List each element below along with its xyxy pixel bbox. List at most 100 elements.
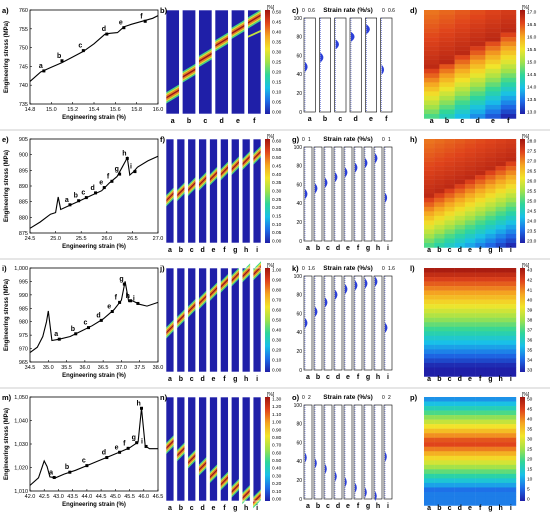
map-cell (444, 299, 455, 305)
map-cell (454, 28, 471, 33)
band-segment (253, 149, 261, 159)
rate-peak-d (335, 471, 337, 482)
map-cell (444, 238, 455, 244)
map-cell (470, 100, 486, 106)
map-cell (454, 224, 466, 230)
map-cell (454, 281, 466, 287)
map-cell (470, 28, 486, 33)
map-cell (495, 220, 506, 226)
map-cell (485, 286, 496, 291)
map-cell (454, 220, 466, 226)
y-axis-title: Engineering stress (MPa) (4, 408, 10, 480)
column-label-b: b (437, 247, 441, 254)
map-cell (454, 188, 466, 194)
band-segment (231, 162, 240, 173)
map-cell (505, 238, 517, 244)
column-label-c: c (326, 374, 330, 381)
map-cell (454, 179, 466, 185)
colorbar-unit: [%] (267, 134, 275, 140)
map-cell (454, 95, 471, 101)
band-segment (247, 17, 261, 28)
point-marker-d (105, 32, 109, 36)
column-label-d: d (200, 505, 204, 512)
map-cell (424, 455, 435, 461)
map-cell (505, 335, 517, 341)
map-cell (485, 299, 496, 305)
map-cell (444, 482, 455, 488)
map-cell (424, 299, 435, 305)
map-cell (475, 446, 486, 452)
map-cell (424, 59, 440, 65)
map-cell (495, 313, 506, 318)
map-cell (475, 433, 486, 438)
map-cell (454, 358, 466, 364)
map-cell (434, 224, 445, 230)
column-label-g: g (233, 247, 237, 254)
map-cell (444, 491, 455, 497)
rate-peak-c (325, 463, 327, 474)
map-cell (475, 317, 486, 323)
band-segment (166, 329, 174, 339)
map-cell (454, 482, 466, 488)
colorbar-tick: 14.0 (527, 85, 537, 91)
map-cell (434, 433, 445, 438)
rate-scale-max: 0.6 (308, 8, 315, 14)
band-segment (198, 296, 207, 307)
map-cell (434, 299, 445, 305)
panel-label: m) (2, 393, 12, 402)
column-frame (252, 138, 262, 244)
band-segment (182, 73, 196, 83)
point-label-i: i (130, 164, 132, 171)
map-cell (454, 501, 466, 506)
map-cell (485, 73, 501, 79)
column-label-g: g (233, 376, 237, 383)
map-cell (454, 211, 466, 217)
map-cell (434, 487, 445, 493)
band-segment (231, 21, 245, 32)
band-segment (242, 155, 251, 166)
map-cell (505, 358, 517, 364)
plot-frame (29, 9, 159, 105)
x-tick-label: 44.0 (82, 494, 93, 500)
column-frame (198, 396, 207, 502)
map-cell (485, 428, 496, 434)
rate-y-tick: 0 (299, 110, 302, 116)
band-segment (166, 441, 174, 451)
map-cell (424, 215, 435, 221)
rate-y-tick: 40 (296, 72, 302, 78)
map-cell (485, 349, 496, 355)
column-frame (220, 138, 229, 244)
map-cell (505, 206, 517, 212)
map-cell (424, 202, 435, 208)
column-label-a: a (430, 118, 434, 125)
map-cell (485, 437, 496, 443)
map-cell (495, 197, 506, 203)
point-label-c: c (84, 320, 88, 327)
map-cell (464, 175, 476, 180)
point-label-h: h (137, 400, 141, 407)
band-segment (166, 321, 174, 331)
map-cell (495, 349, 506, 355)
map-cell (424, 478, 435, 484)
map-cell (454, 446, 466, 452)
band-segment (215, 37, 229, 47)
rate-peak-c (325, 177, 328, 188)
map-cell (470, 68, 486, 74)
map-cell (454, 243, 466, 248)
map-cell (500, 50, 517, 56)
band-segment (253, 261, 261, 271)
point-marker-a (52, 475, 56, 479)
map-cell (495, 362, 506, 368)
point-marker-d (99, 318, 103, 322)
band-segment (220, 278, 229, 289)
map-cell (500, 104, 517, 110)
strain-column-c (187, 397, 196, 501)
map-cell (485, 161, 496, 167)
map-cell (444, 469, 455, 475)
band-segment (253, 267, 261, 278)
map-cell (485, 82, 501, 88)
band-segment (220, 171, 229, 181)
map-cell (475, 335, 486, 341)
map-cell (485, 202, 496, 208)
band-segment (209, 467, 218, 477)
